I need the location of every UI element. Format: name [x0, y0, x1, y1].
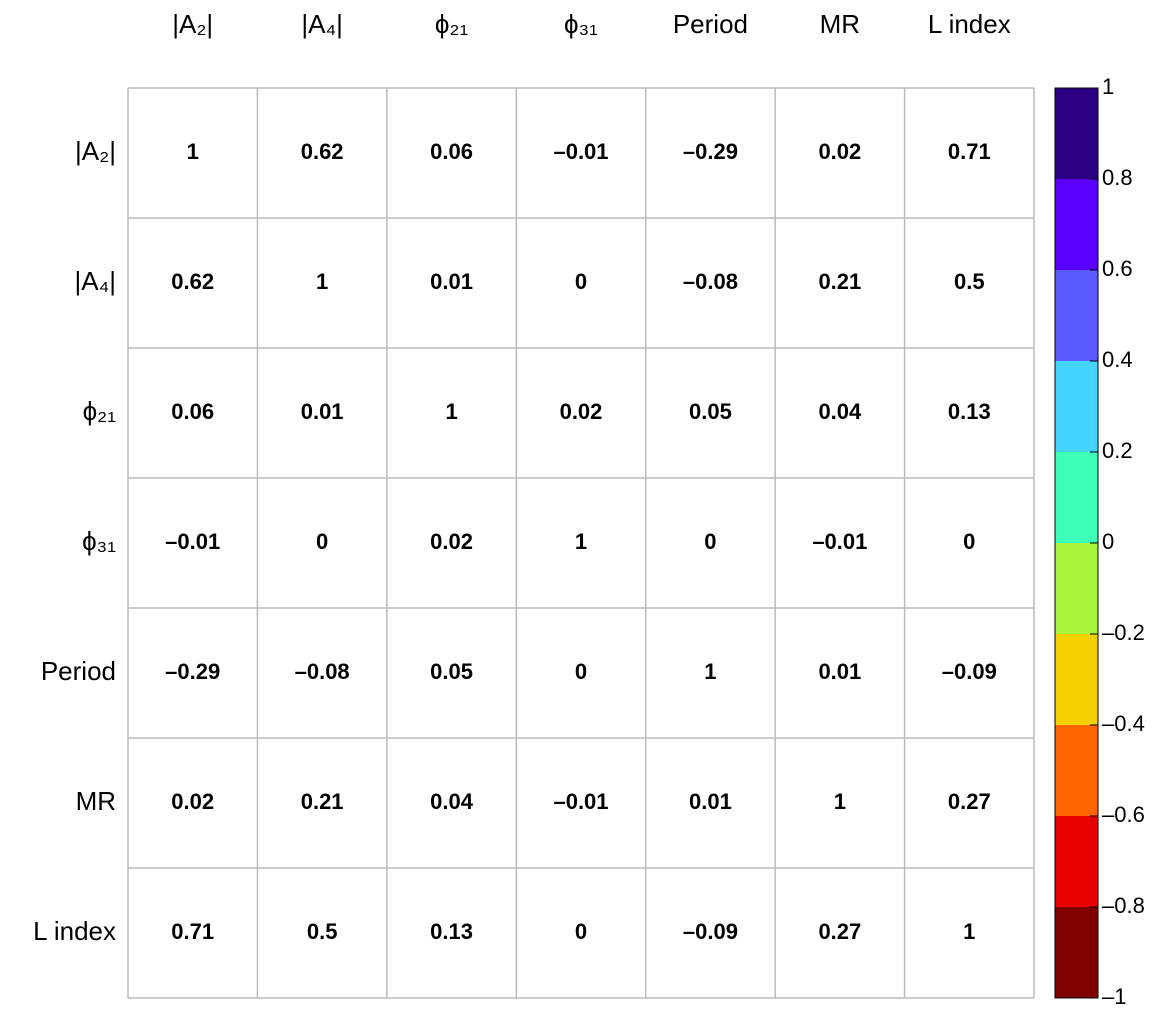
column-label: |A₄| [301, 9, 342, 39]
cell-value: 1 [575, 529, 587, 554]
colorbar-tick-label: –0.8 [1102, 893, 1145, 918]
colorbar-tick-label: 0.4 [1102, 347, 1133, 372]
cell-value: 1 [445, 399, 457, 424]
cell-value: 0.06 [430, 139, 473, 164]
colorbar-tick-label: 0.2 [1102, 438, 1133, 463]
column-label: |A₂| [172, 9, 213, 39]
row-label: MR [76, 786, 116, 816]
cell-value: 0.02 [171, 789, 214, 814]
cell-value: 0.62 [171, 269, 214, 294]
cell-value: 0.04 [818, 399, 862, 424]
cell-value: 0 [704, 529, 716, 554]
row-label: ϕ₂₁ [83, 396, 117, 426]
colorbar-bin [1055, 179, 1098, 270]
cell-value: 1 [834, 789, 846, 814]
colorbar-bin [1055, 725, 1098, 816]
cell-value: –0.01 [812, 529, 867, 554]
column-label: ϕ₂₁ [435, 9, 469, 39]
cell-value: 0.5 [307, 919, 338, 944]
row-label: L index [33, 916, 116, 946]
column-label: ϕ₃₁ [564, 9, 598, 39]
colorbar-bin [1055, 816, 1098, 907]
column-label: L index [928, 9, 1011, 39]
cell-value: 1 [963, 919, 975, 944]
cell-value: 0.21 [818, 269, 861, 294]
cell-value: –0.01 [165, 529, 220, 554]
colorbar-bin [1055, 361, 1098, 452]
cell-value: –0.29 [683, 139, 738, 164]
cell-value: –0.01 [553, 789, 608, 814]
cell-value: 0.27 [948, 789, 991, 814]
cell-value: 0.01 [818, 659, 861, 684]
cell-value: 0.04 [430, 789, 474, 814]
cell-value: 1 [187, 139, 199, 164]
cell-value: –0.08 [683, 269, 738, 294]
cell-value: 1 [316, 269, 328, 294]
colorbar-bin [1055, 634, 1098, 725]
colorbar-bin [1055, 452, 1098, 543]
cell-value: 0.71 [171, 919, 214, 944]
cell-value: 0.02 [560, 399, 603, 424]
cell-value: 0.13 [948, 399, 991, 424]
colorbar-tick-label: 0 [1102, 529, 1114, 554]
row-label: Period [41, 656, 116, 686]
colorbar-bin [1055, 88, 1098, 179]
cell-value: –0.09 [683, 919, 738, 944]
cell-value: 0.02 [818, 139, 861, 164]
cell-value: 0.05 [689, 399, 732, 424]
cell-value: –0.09 [942, 659, 997, 684]
colorbar-tick-label: –0.2 [1102, 620, 1145, 645]
row-label: ϕ₃₁ [82, 526, 116, 556]
colorbar-tick-label: –1 [1102, 984, 1126, 1009]
cell-value: –0.01 [553, 139, 608, 164]
cell-value: 0.71 [948, 139, 991, 164]
cell-value: –0.08 [295, 659, 350, 684]
cell-value: 0.05 [430, 659, 473, 684]
cell-value: 0.01 [301, 399, 344, 424]
cell-value: 0 [575, 659, 587, 684]
colorbar-tick-label: –0.4 [1102, 711, 1145, 736]
row-label: |A₄| [75, 266, 116, 296]
colorbar-bin [1055, 270, 1098, 361]
cell-value: 0 [575, 919, 587, 944]
cell-value: 0 [963, 529, 975, 554]
cell-value: 0 [316, 529, 328, 554]
colorbar-bin [1055, 543, 1098, 634]
cell-value: 0.62 [301, 139, 344, 164]
cell-value: 0.21 [301, 789, 344, 814]
colorbar-tick-label: 0.6 [1102, 256, 1133, 281]
cell-value: 1 [704, 659, 716, 684]
column-label: Period [673, 9, 748, 39]
colorbar-tick-label: –0.6 [1102, 802, 1145, 827]
cell-value: 0.01 [430, 269, 473, 294]
row-label: |A₂| [75, 136, 116, 166]
colorbar-bin [1055, 907, 1098, 998]
cell-value: 0.27 [818, 919, 861, 944]
cell-value: 0.06 [171, 399, 214, 424]
cell-value: –0.29 [165, 659, 220, 684]
cell-value: 0 [575, 269, 587, 294]
cell-value: 0.02 [430, 529, 473, 554]
colorbar-tick-label: 1 [1102, 74, 1114, 99]
column-label: MR [820, 9, 860, 39]
cell-value: 0.13 [430, 919, 473, 944]
colorbar-tick-label: 0.8 [1102, 165, 1133, 190]
cell-value: 0.5 [954, 269, 985, 294]
cell-value: 0.01 [689, 789, 732, 814]
